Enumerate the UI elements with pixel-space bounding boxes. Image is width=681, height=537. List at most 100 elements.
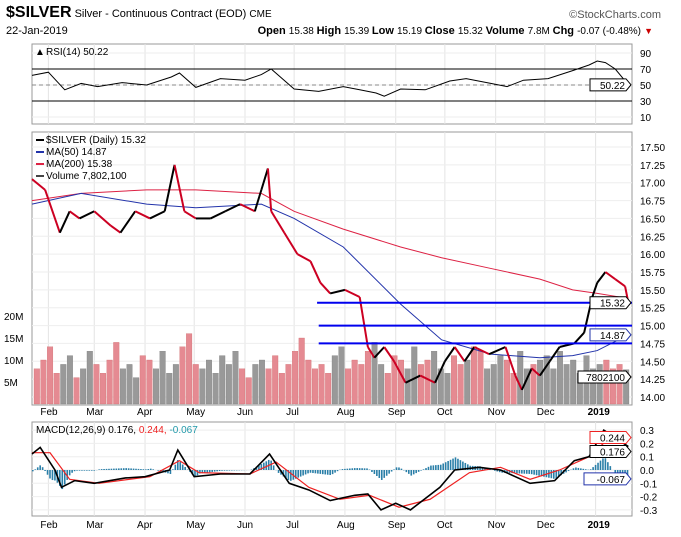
- volume-bar: [239, 368, 246, 405]
- volume-bar: [325, 373, 332, 405]
- price-segment: [173, 164, 186, 212]
- macd-histogram-bar: [59, 470, 61, 486]
- price-segment: [270, 210, 286, 234]
- quote-value: 15.38: [288, 26, 317, 37]
- volume-bar: [371, 342, 378, 405]
- macd-histogram-bar: [319, 470, 322, 474]
- volume-tick: 10M: [4, 356, 23, 367]
- macd-histogram-bar: [584, 469, 587, 470]
- month-label: Sep: [388, 520, 406, 531]
- macd-histogram-bar: [179, 462, 182, 470]
- macd-histogram-bar: [36, 467, 39, 470]
- volume-bar: [206, 359, 212, 405]
- price-tick: 14.50: [640, 357, 665, 368]
- price-segment: [344, 288, 361, 298]
- volume-bar: [490, 364, 497, 405]
- volume-bar: [153, 368, 159, 405]
- macd-histogram-bar: [371, 470, 373, 472]
- price-segment: [596, 271, 607, 284]
- macd-histogram-bar: [329, 470, 331, 476]
- macd-histogram-bar: [543, 470, 545, 477]
- macd-histogram-bar: [555, 470, 558, 479]
- volume-bar: [33, 368, 40, 405]
- price-tick: 15.75: [640, 268, 665, 279]
- volume-bar: [53, 373, 60, 405]
- price-segment: [473, 346, 490, 356]
- macd-tick: -0.2: [640, 493, 658, 504]
- quote-value: 7.8M: [527, 26, 553, 37]
- price-segment: [405, 374, 421, 384]
- macd-histogram-bar: [358, 468, 361, 470]
- macd-histogram-bar: [145, 469, 147, 470]
- macd-histogram-bar: [223, 470, 226, 471]
- macd-histogram-bar: [366, 468, 368, 470]
- macd-histogram-bar: [98, 469, 100, 470]
- macd-histogram-bar: [604, 458, 607, 470]
- macd-histogram-bar: [81, 470, 83, 471]
- price-segment: [520, 368, 533, 391]
- macd-histogram-bar: [331, 470, 334, 475]
- macd-histogram-bar: [594, 464, 597, 470]
- volume-bar: [159, 351, 166, 405]
- legend-swatch: [36, 163, 44, 165]
- macd-histogram-bar: [191, 470, 194, 475]
- volume-bar: [311, 368, 318, 405]
- macd-histogram-bar: [410, 470, 413, 476]
- rsi-tick: 30: [640, 97, 652, 108]
- volume-last-label-tag: [577, 370, 632, 384]
- price-segment: [358, 296, 369, 348]
- macd-histogram-bar: [76, 470, 78, 471]
- price-tick: 17.00: [640, 179, 665, 190]
- month-label: May: [186, 407, 205, 418]
- volume-bar: [417, 364, 424, 405]
- volume-bar: [245, 377, 252, 405]
- price-segment: [319, 282, 331, 295]
- volume-bar: [590, 368, 597, 405]
- macd-histogram-bar: [130, 468, 132, 470]
- macd-legend-part: MACD(12,26,9): [36, 425, 108, 436]
- macd-histogram-bar: [452, 458, 454, 470]
- price-tick: 17.25: [640, 161, 665, 172]
- macd-histogram-bar: [518, 470, 521, 474]
- macd-histogram-bar: [565, 470, 567, 473]
- rsi-last-label: 50.22: [600, 81, 625, 92]
- macd-histogram-bar: [376, 470, 378, 476]
- macd-histogram-bar: [122, 468, 125, 470]
- macd-histogram-bar: [383, 470, 386, 478]
- volume-bar: [464, 359, 471, 405]
- macd-histogram-bar: [132, 468, 135, 470]
- price-tick: 15.00: [640, 322, 665, 333]
- macd-histogram-bar: [462, 461, 464, 470]
- price-segment: [260, 168, 269, 191]
- macd-histogram-bar: [466, 464, 469, 470]
- month-label: Jun: [237, 520, 253, 531]
- macd-histogram-bar: [277, 470, 280, 473]
- macd-histogram-bar: [78, 470, 81, 471]
- price-segment: [253, 189, 263, 212]
- macd-histogram-bar: [533, 470, 535, 475]
- price-segment: [539, 360, 551, 377]
- volume-bar: [411, 346, 418, 405]
- macd-histogram-bar: [378, 470, 381, 478]
- macd-histogram-bar: [408, 470, 410, 474]
- macd-histogram-bar: [46, 470, 49, 475]
- price-tick: 14.75: [640, 339, 665, 350]
- price-segment: [210, 210, 226, 220]
- volume-bar: [451, 355, 457, 405]
- brand[interactable]: ©StockCharts.com: [569, 9, 661, 21]
- macd-histogram-bar: [147, 469, 150, 470]
- macd-histogram-bar: [530, 470, 533, 475]
- quote-key: Close: [424, 25, 458, 37]
- macd-histogram-bar: [523, 470, 526, 474]
- macd-histogram-bar: [538, 470, 540, 476]
- volume-bar: [557, 351, 563, 405]
- macd-histogram-bar: [312, 470, 314, 474]
- macd-histogram-bar: [172, 469, 174, 470]
- macd-histogram-bar: [108, 468, 110, 470]
- rsi-last-label-tag: [589, 78, 632, 92]
- macd-tick: 0.0: [640, 466, 654, 477]
- volume-bar: [391, 355, 398, 405]
- volume-bar: [351, 359, 358, 405]
- month-label: 2019: [588, 407, 611, 418]
- month-label: Dec: [537, 520, 555, 531]
